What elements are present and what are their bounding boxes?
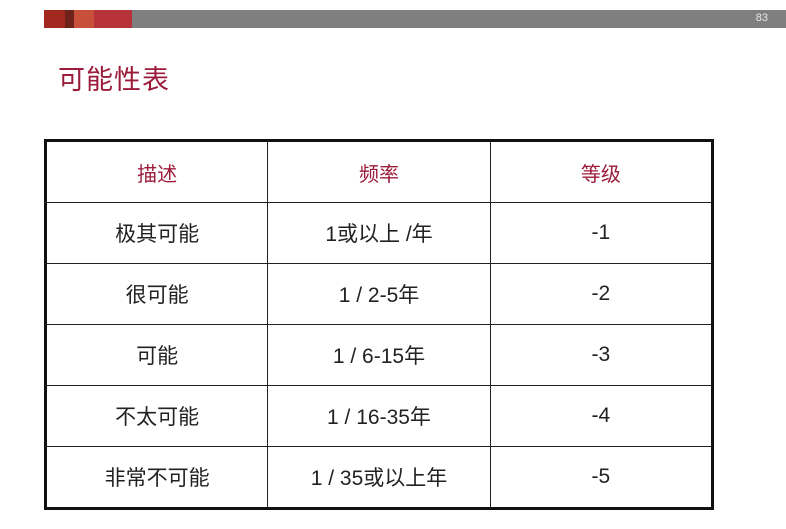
- header-bar-seg1: [44, 10, 65, 28]
- table-row: 不太可能 1 / 16-35年 -4: [44, 385, 714, 447]
- page-number: 83: [755, 12, 768, 24]
- cell-frequency: 1 / 16-35年: [267, 385, 491, 447]
- header-description: 描述: [44, 140, 269, 203]
- table-header-row: 描述 频率 等级: [44, 140, 714, 203]
- page-title: 可能性表: [58, 65, 170, 96]
- table-row: 极其可能 1或以上 /年 -1: [44, 202, 714, 264]
- cell-frequency: 1 / 6-15年: [267, 324, 491, 386]
- cell-level: -2: [489, 263, 714, 325]
- cell-frequency: 1或以上 /年: [267, 202, 491, 264]
- cell-description: 不太可能: [44, 385, 269, 447]
- header-bar-seg4: [94, 10, 132, 28]
- table-row: 非常不可能 1 / 35或以上年 -5: [44, 446, 714, 509]
- header-bar-seg2: [65, 10, 74, 28]
- cell-level: -5: [489, 446, 714, 509]
- header-bar-seg3: [74, 10, 94, 28]
- cell-level: -3: [489, 324, 714, 386]
- cell-description: 非常不可能: [44, 446, 269, 509]
- header-bar-grey: [132, 10, 786, 28]
- cell-frequency: 1 / 35或以上年: [267, 446, 491, 509]
- table-row: 很可能 1 / 2-5年 -2: [44, 263, 714, 325]
- cell-frequency: 1 / 2-5年: [267, 263, 491, 325]
- cell-level: -4: [489, 385, 714, 447]
- cell-description: 极其可能: [44, 202, 269, 264]
- cell-description: 很可能: [44, 263, 269, 325]
- table-row: 可能 1 / 6-15年 -3: [44, 324, 714, 386]
- cell-description: 可能: [44, 324, 269, 386]
- likelihood-table: 描述 频率 等级 极其可能 1或以上 /年 -1 很可能 1 / 2-5年 -2…: [44, 139, 714, 510]
- cell-level: -1: [489, 202, 714, 264]
- header-level: 等级: [489, 140, 714, 203]
- header-frequency: 频率: [267, 140, 491, 203]
